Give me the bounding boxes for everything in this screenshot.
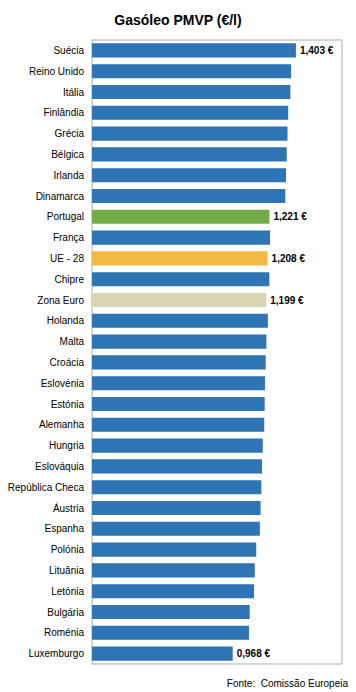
svg-text:Roménia: Roménia	[44, 627, 84, 638]
svg-text:Lituânia: Lituânia	[49, 565, 84, 576]
svg-text:Gasóleo PMVP (€/l): Gasóleo PMVP (€/l)	[114, 12, 241, 28]
svg-text:1,208 €: 1,208 €	[272, 253, 306, 264]
svg-text:Espanha: Espanha	[45, 523, 85, 534]
svg-text:1,199 €: 1,199 €	[270, 295, 304, 306]
svg-text:Dinamarca: Dinamarca	[36, 191, 85, 202]
svg-text:Bélgica: Bélgica	[51, 149, 84, 160]
svg-text:Reino Unido: Reino Unido	[29, 66, 84, 77]
svg-text:Itália: Itália	[63, 87, 85, 98]
svg-text:Chipre: Chipre	[55, 274, 85, 285]
svg-text:Hungria: Hungria	[49, 440, 84, 451]
svg-text:Grécia: Grécia	[55, 128, 85, 139]
svg-text:Letónia: Letónia	[51, 586, 84, 597]
svg-text:1,403 €: 1,403 €	[300, 45, 334, 56]
svg-text:UE - 28: UE - 28	[50, 253, 84, 264]
svg-text:Holanda: Holanda	[47, 315, 85, 326]
svg-text:Polónia: Polónia	[51, 544, 85, 555]
svg-text:Eslovénia: Eslovénia	[41, 378, 85, 389]
svg-text:Finlândia: Finlândia	[43, 107, 84, 118]
svg-text:República Checa: República Checa	[8, 482, 85, 493]
svg-text:Luxemburgo: Luxemburgo	[28, 648, 84, 659]
svg-text:Alemanha: Alemanha	[39, 419, 84, 430]
svg-text:Eslováquia: Eslováquia	[35, 461, 84, 472]
svg-text:1,221 €: 1,221 €	[273, 211, 307, 222]
svg-text:Áustria: Áustria	[53, 502, 85, 514]
svg-text:Croácia: Croácia	[50, 357, 85, 368]
svg-text:Irlanda: Irlanda	[53, 170, 84, 181]
svg-text:França: França	[53, 232, 85, 243]
svg-text:Bulgária: Bulgária	[47, 607, 84, 618]
svg-text:Estónia: Estónia	[51, 399, 85, 410]
svg-text:Suécia: Suécia	[53, 45, 84, 56]
svg-text:0,968 €: 0,968 €	[237, 648, 271, 659]
svg-text:Fonte: Comissão Europeia: Fonte: Comissão Europeia	[227, 678, 349, 689]
svg-text:Malta: Malta	[60, 336, 85, 347]
svg-text:Portugal: Portugal	[47, 211, 84, 222]
svg-text:Zona Euro: Zona Euro	[37, 295, 84, 306]
